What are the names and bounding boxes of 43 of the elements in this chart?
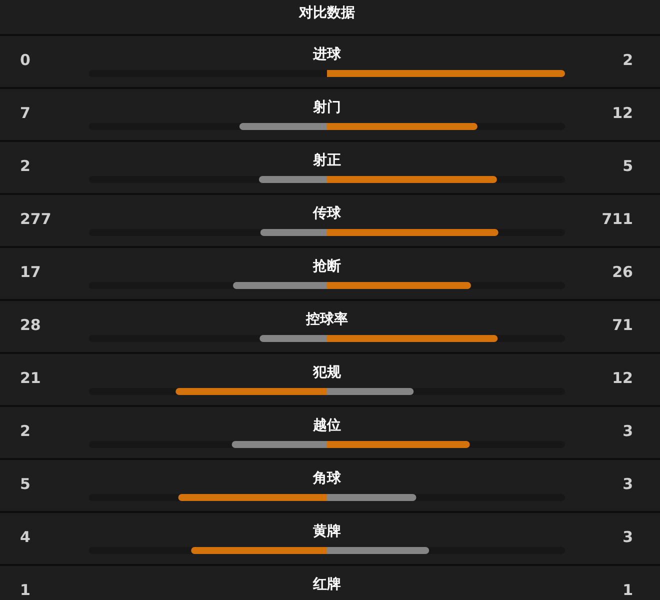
bar [327, 123, 478, 130]
bar [327, 441, 470, 448]
y-tick-label: 控球率 [305, 310, 348, 328]
text: 12 [612, 104, 633, 122]
y-tick-label: 抢断 [312, 258, 341, 275]
y-tick-label: 黄牌 [312, 524, 341, 540]
text: 711 [602, 210, 633, 228]
bar [258, 176, 327, 183]
text: 21 [20, 368, 41, 387]
bar [327, 282, 471, 289]
bar [232, 282, 327, 289]
text: 12 [612, 368, 633, 387]
bar [260, 335, 327, 342]
y-tick-label: 角球 [312, 470, 342, 487]
y-tick-label: 越位 [312, 418, 341, 434]
text: 5 [622, 156, 633, 175]
text: 3 [622, 422, 633, 440]
text: 2 [20, 422, 30, 440]
y-tick-label: 进球 [312, 46, 342, 63]
y-tick-label: 传球 [312, 206, 342, 222]
text: 28 [20, 316, 41, 334]
text: 17 [20, 262, 41, 281]
text: 277 [20, 210, 52, 228]
y-tick-label: 射正 [312, 152, 341, 169]
bar [239, 123, 327, 130]
text: 2 [622, 50, 633, 69]
y-tick-label: 射门 [312, 98, 341, 116]
text: 71 [612, 316, 633, 334]
text: 0 [20, 50, 30, 69]
text: 5 [20, 474, 30, 493]
y-tick-label: 红牌 [312, 576, 341, 593]
text: 3 [622, 474, 633, 493]
text: 1 [622, 580, 633, 599]
chart-title: 对比数据 [298, 5, 355, 22]
text: 26 [612, 262, 633, 281]
text: 3 [622, 528, 633, 546]
bar [260, 229, 327, 236]
bar [232, 441, 327, 448]
text: 4 [20, 528, 30, 546]
text: 1 [20, 580, 30, 599]
text: 7 [20, 104, 30, 122]
text: 2 [20, 156, 30, 175]
y-tick-label: 犯规 [312, 364, 342, 381]
